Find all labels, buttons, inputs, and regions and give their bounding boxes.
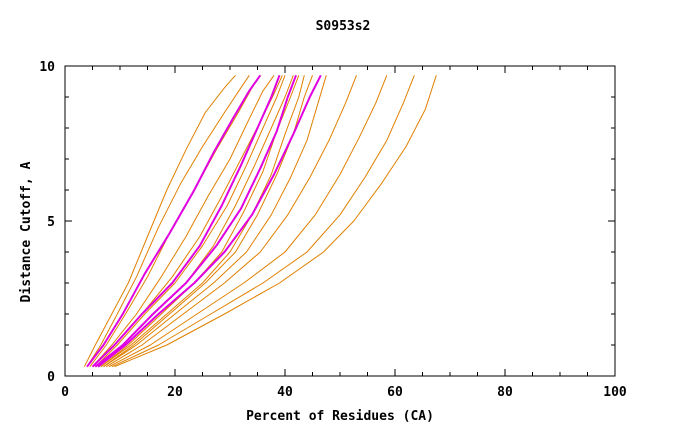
series-line-model-o3 [89, 75, 261, 368]
series-line-model-o11 [106, 75, 357, 368]
x-tick-label: 100 [603, 385, 627, 400]
series-line-model-m3 [94, 74, 297, 368]
series-line-model-o2 [86, 75, 250, 367]
series-lines [83, 74, 437, 368]
x-tick-label: 40 [277, 385, 293, 400]
x-tick-label: 0 [61, 385, 69, 400]
series-line-model-o12 [108, 75, 388, 368]
chart-title: S0953s2 [316, 19, 371, 34]
series-line-model-o1 [83, 74, 236, 367]
x-tick-label: 80 [497, 385, 513, 400]
series-line-model-o5 [94, 75, 286, 368]
plot-frame [64, 65, 616, 377]
y-tick-label: 0 [47, 370, 55, 385]
x-tick-label: 60 [387, 385, 403, 400]
series-line-model-o7 [100, 75, 300, 368]
x-tick-label: 20 [167, 385, 183, 400]
series-line-model-o4 [92, 75, 275, 368]
y-axis-label: Distance Cutoff, A [19, 161, 34, 302]
y-tick-label: 10 [39, 60, 55, 75]
tick-marks [64, 65, 616, 377]
series-line-model-m1 [86, 74, 262, 368]
series-line-model-m2 [91, 74, 281, 368]
series-line-model-o13 [111, 75, 415, 368]
series-line-model-o14 [114, 75, 437, 368]
series-line-model-o8 [100, 75, 305, 368]
series-line-model-o9 [103, 75, 313, 368]
x-axis-label: Percent of Residues (CA) [246, 409, 434, 424]
series-line-model-m4 [97, 74, 322, 368]
y-tick-label: 5 [47, 215, 55, 230]
tick-labels: 0 20 40 60 80 100 0 5 10 [39, 60, 627, 400]
series-line-model-o10 [103, 75, 327, 368]
